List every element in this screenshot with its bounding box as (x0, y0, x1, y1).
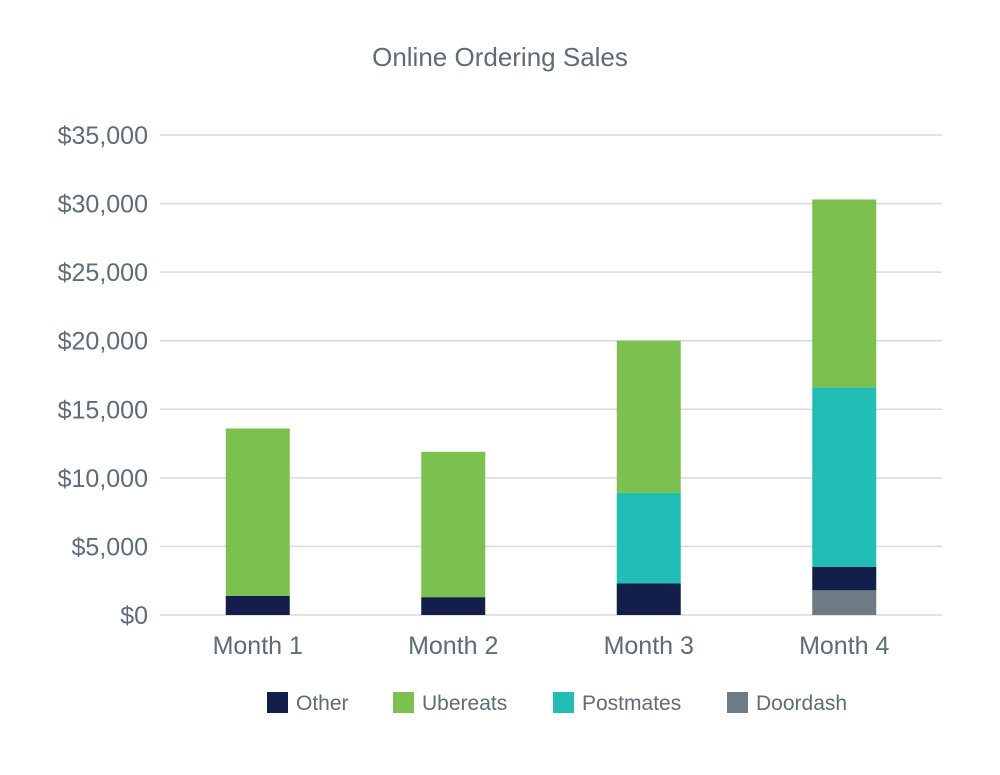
legend-swatch-ubereats (393, 692, 414, 713)
y-tick-label: $10,000 (58, 465, 148, 493)
y-axis-tick-labels: $0 $5,000 $10,000 $15,000 $20,000 $25,000 $30,… (58, 122, 148, 630)
bar-segment-other-1 (225, 595, 290, 615)
y-tick-label: $35,000 (58, 122, 148, 150)
legend: Other Ubereats Postmates Doordash (267, 692, 847, 715)
y-tick-label: $20,000 (58, 328, 148, 356)
y-tick-label: $30,000 (58, 191, 148, 219)
legend-swatch-other (267, 692, 288, 713)
y-tick-label: $25,000 (58, 259, 148, 287)
bar-segment-ubereats-1 (225, 428, 290, 596)
bars (225, 199, 877, 615)
legend-label-postmates: Postmates (582, 692, 681, 715)
y-tick-label: $5,000 (72, 533, 148, 561)
bar-segment-other-3 (616, 583, 681, 615)
y-tick-label: $0 (120, 602, 148, 630)
bar-segment-doordash-4 (812, 590, 877, 615)
legend-swatch-doordash (727, 692, 748, 713)
legend-swatch-postmates (553, 692, 574, 713)
x-axis-category-labels: Month 1 Month 2 Month 3 Month 4 (213, 632, 890, 660)
x-category-label: Month 4 (799, 632, 889, 660)
chart-title: Online Ordering Sales (372, 42, 628, 72)
y-tick-label: $15,000 (58, 396, 148, 424)
legend-label-other: Other (296, 692, 349, 715)
bar-segment-other-2 (421, 597, 486, 615)
bar-segment-ubereats-3 (616, 340, 681, 493)
x-category-label: Month 2 (408, 632, 498, 660)
bar-segment-postmates-4 (812, 387, 877, 567)
x-category-label: Month 1 (213, 632, 303, 660)
bar-segment-ubereats-2 (421, 451, 486, 598)
gridlines (160, 134, 942, 616)
bar-segment-ubereats-4 (812, 199, 877, 388)
bar-segment-postmates-3 (616, 492, 681, 584)
legend-label-ubereats: Ubereats (422, 692, 507, 715)
x-category-label: Month 3 (604, 632, 694, 660)
bar-segment-other-4 (812, 567, 877, 591)
legend-label-doordash: Doordash (756, 692, 847, 715)
